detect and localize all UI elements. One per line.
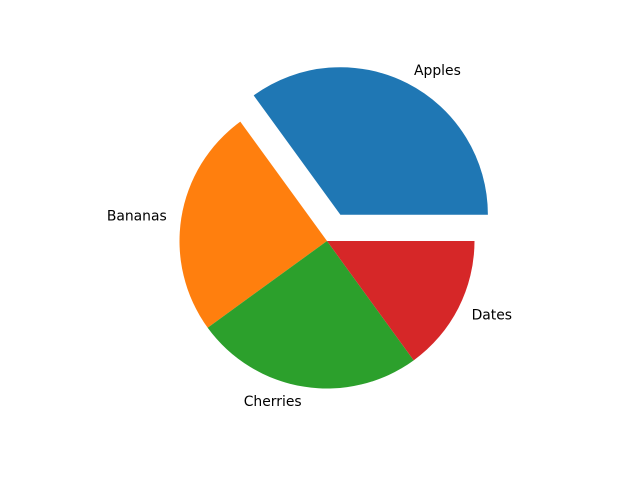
- pie-slice-bananas: [179, 121, 327, 328]
- pie-slice-dates: [327, 241, 475, 361]
- pie-labels-group: Apples Bananas Cherries Dates: [107, 63, 512, 410]
- pie-label-cherries: Cherries: [244, 394, 302, 410]
- pie-slice-cherries: [207, 241, 414, 389]
- pie-label-dates: Dates: [472, 308, 512, 324]
- pie-slice-apples: [253, 67, 488, 215]
- pie-label-bananas: Bananas: [107, 208, 167, 224]
- pie-slices-group: [179, 67, 488, 389]
- pie-label-apples: Apples: [414, 63, 461, 79]
